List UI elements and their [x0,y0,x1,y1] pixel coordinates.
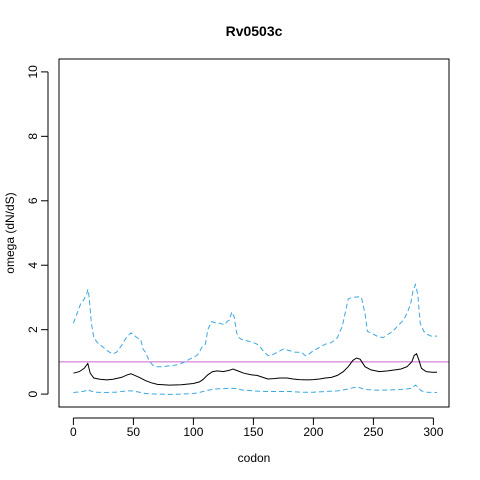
series-line-2 [73,353,437,386]
plot-frame [58,58,450,408]
y-tick-label-6: 6 [26,197,40,204]
x-tick-label-50: 50 [127,425,141,439]
y-axis-label: omega (dN/dS) [3,192,17,273]
y-tick-label-2: 2 [26,326,40,333]
x-tick-label-200: 200 [303,425,323,439]
y-tick-label-4: 4 [26,262,40,269]
x-axis-label: codon [238,451,271,465]
chart-title: Rv0503c [226,23,283,39]
y-tick-label-0: 0 [26,390,40,397]
series-line-1 [72,282,437,368]
x-tick-label-150: 150 [243,425,263,439]
series-line-3 [73,384,438,395]
x-tick-label-100: 100 [183,425,203,439]
plot-area: 0 50 100 150 200 250 300 0 2 4 6 8 10 [26,58,450,439]
y-tick-label-8: 8 [26,133,40,140]
x-tick-label-250: 250 [363,425,383,439]
x-tick-label-300: 300 [423,425,443,439]
x-tick-label-0: 0 [70,425,77,439]
y-tick-label-10: 10 [26,65,40,79]
